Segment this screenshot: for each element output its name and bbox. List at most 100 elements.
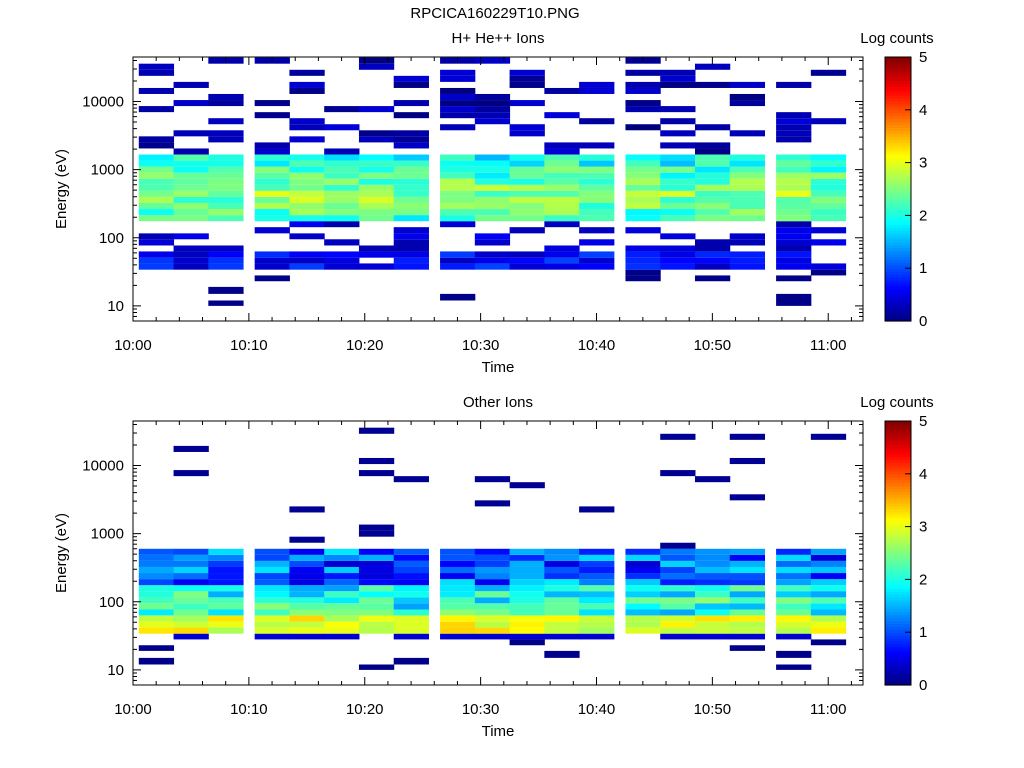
heatmap-cell <box>173 548 209 555</box>
colorbar-2 <box>885 421 911 686</box>
colorbar-segment <box>885 194 911 199</box>
heatmap-cell <box>254 178 290 185</box>
heatmap-cell <box>579 172 615 179</box>
heatmap-cell <box>440 75 476 82</box>
heatmap-cell <box>138 160 175 167</box>
heatmap-cell <box>776 621 812 628</box>
heatmap-cell <box>393 476 429 483</box>
colorbar-segment <box>885 127 911 131</box>
heatmap-cell <box>393 75 429 82</box>
heatmap-cell <box>173 166 209 173</box>
heatmap-cell <box>289 506 325 513</box>
heatmap-cell <box>440 202 476 210</box>
colorbar-segment <box>885 247 911 252</box>
heatmap-cell <box>776 202 812 210</box>
heatmap-cell <box>660 209 696 216</box>
heatmap-cell <box>254 100 290 107</box>
colorbar-segment <box>885 282 911 287</box>
heatmap-cell <box>254 633 290 640</box>
heatmap-cell <box>208 573 244 580</box>
heatmap-cell <box>474 476 511 483</box>
colorbar-segment <box>885 162 911 167</box>
heatmap-cell <box>660 81 696 88</box>
heatmap-cell <box>729 554 766 561</box>
heatmap-cell <box>358 524 395 531</box>
heatmap-cell <box>138 554 175 561</box>
heatmap-cell <box>694 184 731 191</box>
x-tick-label: 10:00 <box>114 337 152 354</box>
heatmap-cell <box>173 209 209 216</box>
heatmap-cell <box>776 263 812 270</box>
heatmap-cell <box>358 160 395 167</box>
colorbar-segment <box>885 274 911 278</box>
colorbar-label-1: Log counts <box>860 30 933 47</box>
colorbar-tick-label: 0 <box>919 677 927 694</box>
heatmap-cell <box>358 603 395 610</box>
heatmap-cell <box>694 209 731 216</box>
colorbar-tick-label: 1 <box>919 624 927 641</box>
colorbar-segment <box>885 450 911 454</box>
colorbar-segment <box>885 86 911 90</box>
heatmap-cell <box>440 560 476 567</box>
heatmap-cell <box>544 221 580 228</box>
heatmap-cell <box>729 494 766 501</box>
heatmap-cell <box>810 69 847 76</box>
colorbar-segment <box>885 611 911 616</box>
heatmap-cell <box>474 633 511 640</box>
colorbar-segment <box>885 183 911 187</box>
heatmap-cell <box>208 178 244 185</box>
heatmap-cell <box>579 239 615 246</box>
heatmap-cell <box>393 245 429 252</box>
heatmap-cell <box>208 609 244 616</box>
colorbar-tick-label: 2 <box>919 571 927 588</box>
colorbar-segment <box>885 573 911 578</box>
heatmap-cell <box>173 597 209 604</box>
colorbar-segment <box>885 579 911 583</box>
heatmap-cell <box>474 172 511 179</box>
heatmap-cell <box>776 609 812 616</box>
heatmap-cell <box>440 215 476 222</box>
heatmap-cell <box>694 615 731 622</box>
heatmap-cell <box>694 154 731 161</box>
heatmap-cell <box>544 627 580 634</box>
heatmap-cell <box>660 202 696 210</box>
x-axis-label-2: Time <box>482 723 515 740</box>
colorbar-segment <box>885 500 911 504</box>
heatmap-cell <box>625 245 661 252</box>
heatmap-cell <box>208 286 244 294</box>
heatmap-cell <box>810 585 847 592</box>
heatmap-cell <box>289 202 325 210</box>
heatmap-cell <box>208 591 244 598</box>
colorbar-segment <box>885 676 911 680</box>
heatmap-cell <box>625 275 661 282</box>
heatmap-cell <box>324 148 360 155</box>
heatmap-cell <box>776 548 812 555</box>
heatmap-cell <box>776 112 812 119</box>
heatmap-cell <box>254 615 290 622</box>
colorbar-segment <box>885 300 911 304</box>
heatmap-cell <box>138 178 175 185</box>
heatmap-cell <box>138 190 175 197</box>
heatmap-cell <box>393 190 429 197</box>
heatmap-cell <box>324 573 360 580</box>
plot-frame-1 <box>132 56 864 322</box>
heatmap-cell <box>440 106 476 113</box>
heatmap-cell <box>729 548 766 555</box>
colorbar-segment <box>885 241 911 246</box>
colorbar-segment <box>885 661 911 666</box>
heatmap-cell <box>579 251 615 258</box>
heatmap-cell <box>694 160 731 167</box>
heatmap-cell <box>393 100 429 107</box>
heatmap-cell <box>625 184 661 191</box>
heatmap-cell <box>729 591 766 598</box>
heatmap-cell <box>625 579 661 586</box>
heatmap-cell <box>544 178 580 185</box>
heatmap-cell <box>660 573 696 580</box>
heatmap-cell <box>810 184 847 191</box>
heatmap-cell <box>474 560 511 567</box>
heatmap-cell <box>358 209 395 216</box>
heatmap-cell <box>474 257 511 264</box>
colorbar-segment <box>885 77 911 82</box>
heatmap-cell <box>254 275 290 282</box>
heatmap-cell <box>660 178 696 185</box>
